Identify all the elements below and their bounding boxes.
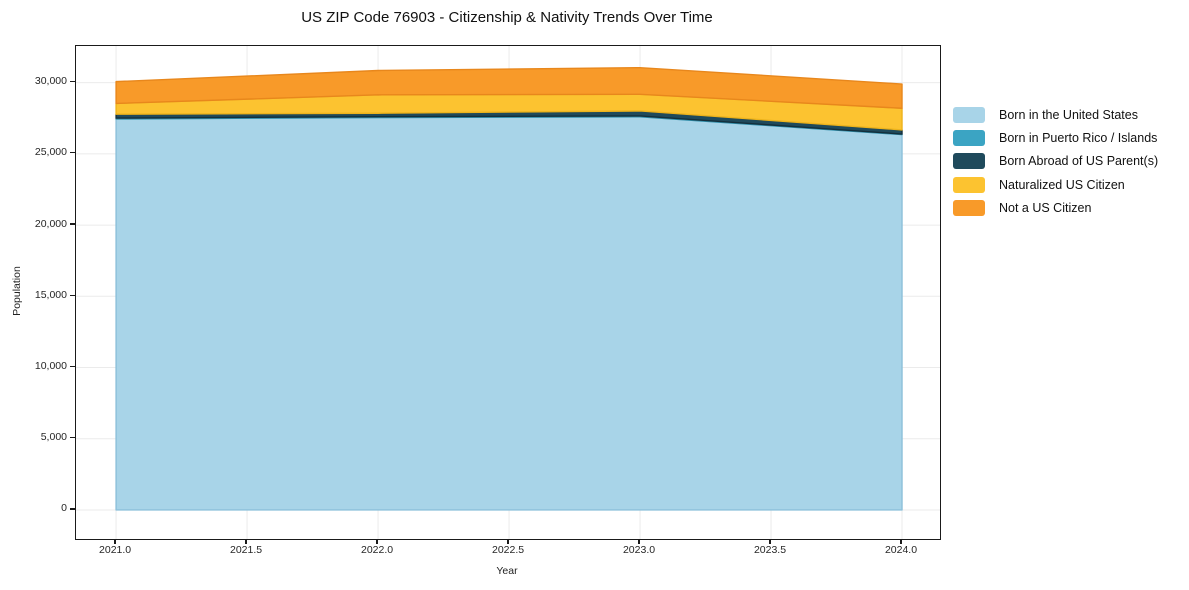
y-tick-label: 5,000 <box>40 431 67 444</box>
legend-swatch-icon <box>953 106 985 123</box>
y-tick-mark <box>70 81 75 83</box>
x-axis-title: Year <box>496 565 518 577</box>
legend: Born in the United States Born in Puerto … <box>953 103 1158 219</box>
legend-label: Born in the United States <box>999 107 1138 122</box>
y-tick-label: 30,000 <box>34 75 67 88</box>
y-tick-mark <box>70 437 75 439</box>
x-tick-mark <box>900 539 902 544</box>
y-tick-label: 10,000 <box>34 360 67 373</box>
legend-item-2: Born Abroad of US Parent(s) <box>953 150 1158 173</box>
x-tick-label: 2022.0 <box>360 544 394 556</box>
y-tick-mark <box>70 152 75 154</box>
y-tick-label: 20,000 <box>34 217 67 230</box>
legend-label: Born Abroad of US Parent(s) <box>999 154 1159 169</box>
y-tick-mark <box>70 223 75 225</box>
x-tick-label: 2024.0 <box>884 544 918 556</box>
legend-swatch-icon <box>953 129 985 146</box>
x-tick-label: 2023.5 <box>753 544 787 556</box>
y-tick-label: 15,000 <box>34 288 67 301</box>
x-tick-label: 2021.0 <box>99 544 132 556</box>
y-tick-label: 0 <box>61 502 67 515</box>
legend-item-0: Born in the United States <box>953 103 1158 126</box>
x-tick-mark <box>114 539 116 544</box>
x-tick-mark <box>769 539 771 544</box>
x-tick-mark <box>376 539 378 544</box>
plot-area <box>75 45 941 540</box>
legend-item-3: Naturalized US Citizen <box>953 173 1158 196</box>
legend-label: Born in Puerto Rico / Islands <box>999 130 1158 145</box>
legend-swatch-icon <box>953 176 985 193</box>
legend-label: Not a US Citizen <box>999 200 1092 215</box>
x-tick-mark <box>245 539 247 544</box>
chart-title: US ZIP Code 76903 - Citizenship & Nativi… <box>301 9 713 26</box>
y-tick-mark <box>70 508 75 510</box>
x-tick-mark <box>638 539 640 544</box>
legend-swatch-icon <box>953 199 985 216</box>
area-series-4 <box>115 66 903 109</box>
legend-item-4: Not a US Citizen <box>953 196 1158 219</box>
y-tick-mark <box>70 365 75 368</box>
legend-label: Naturalized US Citizen <box>999 177 1125 192</box>
y-tick-label: 25,000 <box>34 146 67 159</box>
y-tick-mark <box>70 294 75 296</box>
stacked-area-svg <box>76 46 940 539</box>
area-series-0 <box>115 116 903 511</box>
x-tick-label: 2023.0 <box>622 544 656 556</box>
legend-item-1: Born in Puerto Rico / Islands <box>953 126 1158 149</box>
x-tick-mark <box>507 539 509 544</box>
x-tick-label: 2021.5 <box>230 544 263 556</box>
legend-swatch-icon <box>953 153 985 170</box>
x-tick-label: 2022.5 <box>491 544 525 556</box>
